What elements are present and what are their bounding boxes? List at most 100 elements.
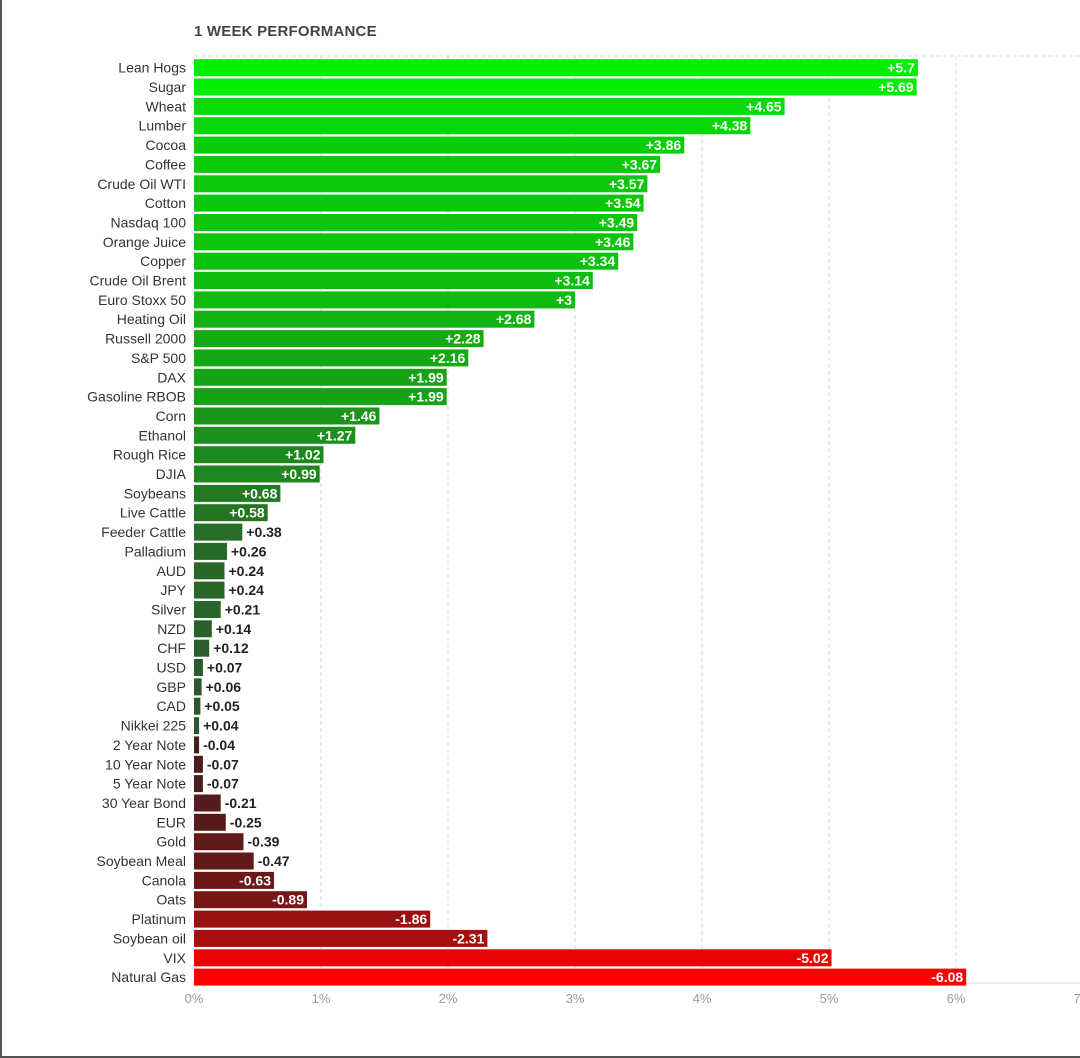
bar[interactable] — [194, 78, 917, 96]
bars — [194, 59, 967, 986]
bar[interactable] — [194, 968, 967, 986]
category-label: Heating Oil — [117, 311, 186, 327]
bar[interactable] — [194, 330, 484, 348]
bar[interactable] — [194, 484, 281, 502]
bar[interactable] — [194, 272, 593, 289]
category-label: 5 Year Note — [113, 776, 186, 792]
category-label: Copper — [140, 253, 186, 269]
bar[interactable] — [194, 755, 203, 773]
bar[interactable] — [194, 368, 447, 386]
bar[interactable] — [194, 175, 648, 193]
category-label: S&P 500 — [131, 350, 186, 366]
bar[interactable] — [194, 871, 274, 889]
value-label: +1.46 — [341, 408, 377, 424]
bar[interactable] — [194, 214, 638, 231]
bar[interactable] — [194, 349, 469, 367]
bar[interactable] — [194, 291, 575, 309]
value-label: +3.14 — [554, 273, 590, 289]
bar[interactable] — [194, 542, 227, 560]
category-label: Soybean oil — [113, 930, 186, 946]
category-label: Crude Oil Brent — [90, 273, 187, 289]
bar[interactable] — [194, 620, 212, 638]
bar[interactable] — [194, 407, 380, 425]
x-tick-label: 6% — [947, 991, 966, 1006]
bar[interactable] — [194, 252, 619, 270]
bar[interactable] — [194, 833, 244, 851]
bar[interactable] — [194, 97, 785, 115]
value-label: -6.08 — [931, 969, 963, 985]
category-label: NZD — [157, 621, 186, 637]
bar[interactable] — [194, 155, 661, 173]
category-label: Soybeans — [124, 485, 186, 501]
bar[interactable] — [194, 117, 751, 135]
value-label: -1.86 — [395, 911, 427, 927]
bar[interactable] — [194, 639, 210, 657]
bar[interactable] — [194, 523, 243, 541]
bar[interactable] — [194, 233, 634, 251]
value-label: +0.68 — [242, 485, 278, 501]
category-label: Nikkei 225 — [121, 718, 187, 734]
value-label: +3 — [556, 292, 572, 308]
bar[interactable] — [194, 736, 200, 754]
value-label: +1.99 — [408, 389, 444, 405]
bar[interactable] — [194, 388, 447, 406]
bar[interactable] — [194, 891, 307, 909]
category-label: Nasdaq 100 — [110, 215, 186, 231]
value-label: +3.67 — [622, 156, 658, 172]
value-label: +0.24 — [229, 563, 265, 579]
bar[interactable] — [194, 794, 221, 812]
bar[interactable] — [194, 504, 268, 522]
bar[interactable] — [194, 678, 202, 696]
bar[interactable] — [194, 59, 918, 77]
bar[interactable] — [194, 929, 488, 947]
value-label: -2.31 — [452, 930, 484, 946]
x-tick-label: 4% — [693, 991, 712, 1006]
category-label: VIX — [163, 950, 186, 966]
value-label: +3.49 — [599, 215, 635, 231]
category-label: EUR — [156, 814, 186, 830]
bar[interactable] — [194, 697, 201, 715]
bar[interactable] — [194, 310, 535, 328]
bar[interactable] — [194, 446, 324, 464]
value-label: +0.38 — [246, 524, 282, 540]
category-label: Crude Oil WTI — [97, 176, 186, 192]
bar[interactable] — [194, 852, 254, 870]
category-label: CHF — [157, 640, 186, 656]
bar[interactable] — [194, 136, 685, 154]
x-tick-label: 2% — [439, 991, 458, 1006]
value-label: +1.02 — [285, 447, 321, 463]
value-label: +0.26 — [231, 543, 267, 559]
bar[interactable] — [194, 601, 221, 618]
value-label: +3.46 — [595, 234, 631, 250]
bar[interactable] — [194, 717, 200, 735]
bar[interactable] — [194, 949, 832, 967]
value-label: +4.38 — [712, 118, 748, 134]
category-label: JPY — [160, 582, 186, 598]
category-label: Euro Stoxx 50 — [98, 292, 186, 308]
category-label: Natural Gas — [111, 969, 186, 985]
bar[interactable] — [194, 910, 431, 928]
value-label: +0.58 — [229, 505, 265, 521]
category-label: Soybean Meal — [96, 853, 186, 869]
bar[interactable] — [194, 465, 320, 483]
value-label: +0.05 — [204, 698, 240, 714]
bar[interactable] — [194, 426, 356, 444]
value-label: -0.63 — [239, 872, 271, 888]
bar[interactable] — [194, 581, 225, 599]
value-label: +4.65 — [746, 98, 782, 114]
category-label: DJIA — [156, 466, 187, 482]
value-label: -0.47 — [258, 853, 290, 869]
bar[interactable] — [194, 775, 203, 793]
bar[interactable] — [194, 659, 203, 676]
value-label: -0.21 — [225, 795, 257, 811]
bar[interactable] — [194, 813, 226, 831]
category-label: AUD — [156, 563, 186, 579]
category-label: CAD — [156, 698, 186, 714]
category-label: Wheat — [146, 98, 187, 114]
value-label: -0.39 — [248, 834, 280, 850]
chart-title: 1 WEEK PERFORMANCE — [194, 23, 377, 40]
bar[interactable] — [194, 562, 225, 580]
bar[interactable] — [194, 194, 644, 212]
category-label: Rough Rice — [113, 447, 186, 463]
